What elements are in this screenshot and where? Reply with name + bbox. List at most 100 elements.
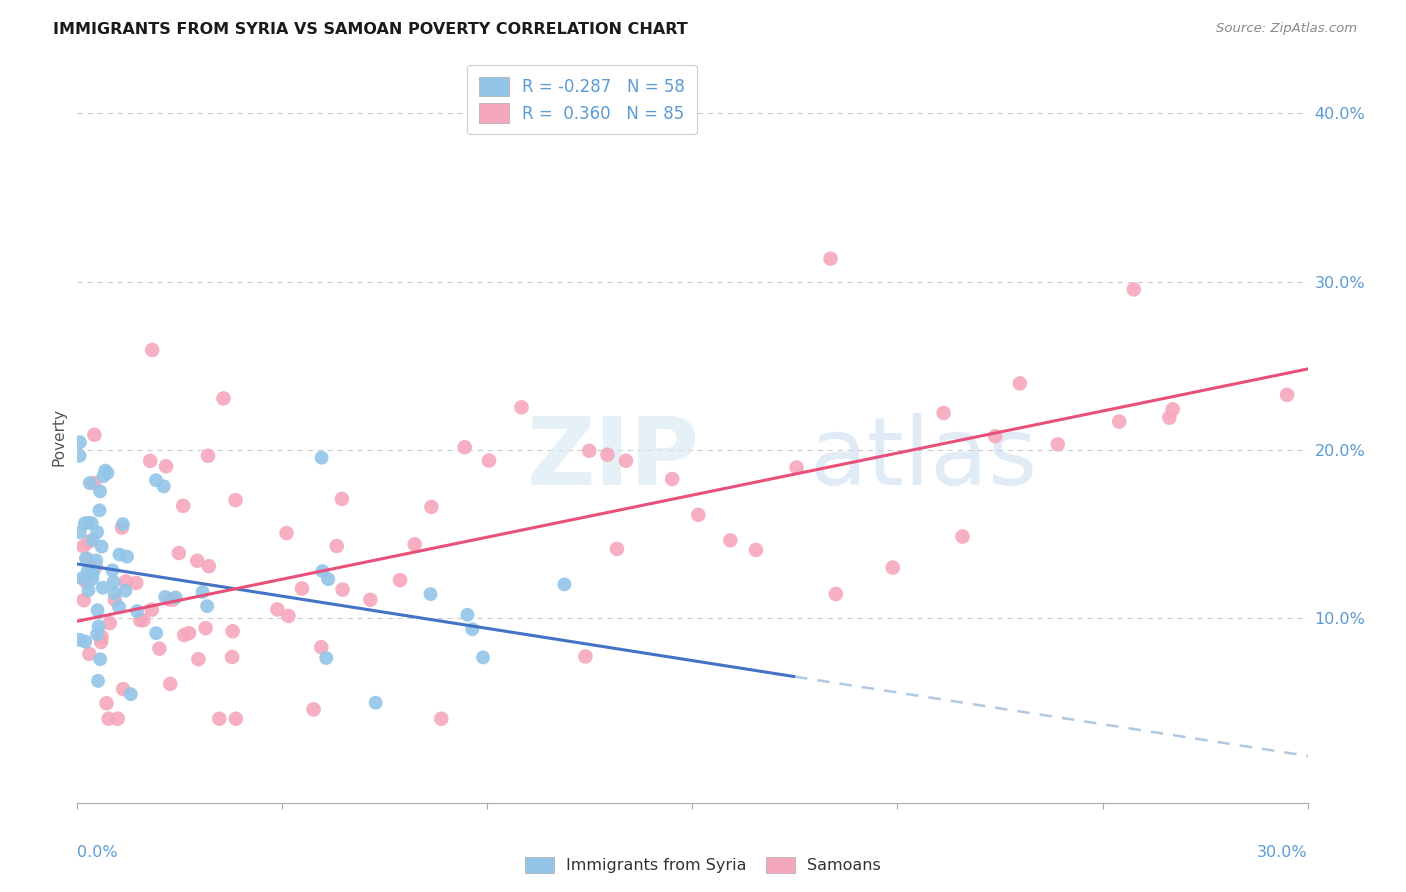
Point [73, 593, 96, 607]
Point [82, 564, 104, 578]
Point [461, 622, 484, 636]
Point [152, 479, 174, 493]
Point [745, 542, 768, 557]
Point [86, 524, 108, 539]
Point [145, 626, 167, 640]
Point [104, 586, 127, 600]
Point [952, 529, 974, 543]
Point [614, 454, 637, 468]
Point [159, 677, 181, 691]
Point [578, 443, 600, 458]
Point [824, 587, 846, 601]
Point [456, 607, 478, 622]
Point [108, 548, 131, 562]
Point [69, 525, 91, 540]
Point [984, 429, 1007, 443]
Point [187, 652, 209, 666]
Point [83, 427, 105, 442]
Point [91, 581, 114, 595]
Point [83, 476, 105, 491]
Point [125, 575, 148, 590]
Point [472, 650, 495, 665]
Point [76, 552, 98, 566]
Legend: R = -0.287   N = 58, R =  0.360   N = 85: R = -0.287 N = 58, R = 0.360 N = 85 [467, 65, 696, 135]
Point [596, 448, 619, 462]
Point [276, 526, 298, 541]
Point [167, 546, 190, 560]
Point [1008, 376, 1031, 391]
Point [198, 559, 221, 574]
Point [89, 484, 111, 499]
Point [208, 712, 231, 726]
Point [157, 592, 180, 607]
Point [212, 392, 235, 406]
Point [107, 712, 129, 726]
Point [132, 613, 155, 627]
Point [87, 619, 110, 633]
Point [191, 585, 214, 599]
Text: 0.0%: 0.0% [77, 845, 118, 860]
Point [108, 599, 131, 614]
Point [820, 252, 842, 266]
Point [79, 476, 101, 491]
Point [155, 459, 177, 474]
Text: atlas: atlas [810, 413, 1038, 505]
Point [311, 450, 333, 465]
Point [89, 652, 111, 666]
Point [111, 517, 134, 532]
Point [510, 401, 533, 415]
Point [786, 460, 808, 475]
Point [330, 491, 353, 506]
Point [72, 540, 94, 554]
Point [359, 592, 381, 607]
Point [153, 590, 176, 604]
Point [162, 592, 184, 607]
Point [404, 537, 426, 551]
Point [90, 635, 112, 649]
Point [277, 609, 299, 624]
Point [80, 516, 103, 530]
Point [96, 466, 118, 480]
Point [111, 521, 134, 535]
Point [165, 591, 187, 605]
Point [574, 649, 596, 664]
Point [73, 516, 96, 531]
Point [96, 696, 118, 710]
Point [125, 604, 148, 618]
Point [186, 554, 208, 568]
Point [90, 630, 112, 644]
Point [311, 564, 333, 578]
Point [302, 702, 325, 716]
Point [129, 613, 152, 627]
Point [114, 583, 136, 598]
Point [69, 449, 91, 463]
Point [430, 712, 453, 726]
Point [291, 582, 314, 596]
Point [70, 571, 93, 585]
Point [454, 440, 477, 454]
Point [1046, 437, 1069, 451]
Point [1275, 388, 1298, 402]
Point [882, 560, 904, 574]
Point [93, 469, 115, 483]
Point [84, 559, 107, 574]
Point [69, 435, 91, 450]
Point [553, 577, 575, 591]
Point [309, 640, 332, 655]
Point [75, 551, 97, 566]
Point [1108, 415, 1130, 429]
Point [87, 673, 110, 688]
Point [112, 681, 135, 696]
Point [221, 624, 243, 639]
Point [139, 454, 162, 468]
Point [120, 687, 142, 701]
Text: 30.0%: 30.0% [1257, 845, 1308, 860]
Point [197, 449, 219, 463]
Point [77, 516, 100, 530]
Point [478, 453, 501, 467]
Point [94, 464, 117, 478]
Point [82, 533, 104, 547]
Point [225, 493, 247, 508]
Y-axis label: Poverty: Poverty [52, 408, 67, 467]
Point [661, 472, 683, 486]
